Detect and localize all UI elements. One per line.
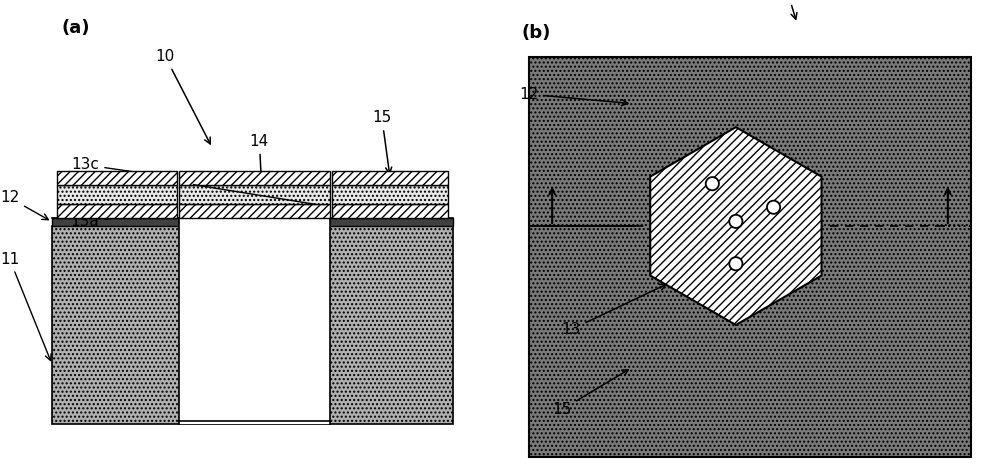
Circle shape — [767, 201, 780, 214]
Bar — [52, 226, 453, 424]
Circle shape — [729, 215, 742, 228]
Text: 11: 11 — [0, 252, 51, 360]
Bar — [332, 204, 448, 218]
Bar — [52, 218, 453, 226]
Text: 13c: 13c — [71, 157, 173, 179]
Text: 14: 14 — [250, 134, 269, 195]
Bar — [179, 218, 330, 424]
Text: 13a: 13a — [71, 209, 173, 229]
Bar — [57, 204, 177, 218]
Text: 13: 13 — [561, 284, 666, 337]
Bar — [57, 171, 177, 185]
Bar — [179, 204, 330, 218]
Text: 10: 10 — [156, 49, 210, 144]
Text: 15: 15 — [552, 370, 628, 417]
Text: 15: 15 — [372, 110, 392, 174]
Bar — [57, 185, 177, 204]
Text: 10: 10 — [778, 0, 797, 19]
Bar — [179, 185, 330, 204]
Bar — [179, 171, 330, 185]
Bar — [332, 171, 448, 185]
Text: 12: 12 — [0, 190, 48, 219]
Text: 12: 12 — [519, 87, 628, 106]
Circle shape — [706, 177, 719, 190]
Bar — [332, 185, 448, 204]
Text: (a): (a) — [62, 19, 90, 37]
Text: 13b: 13b — [70, 186, 173, 201]
Circle shape — [729, 257, 742, 270]
Polygon shape — [650, 127, 822, 325]
Bar — [529, 57, 971, 457]
Text: (b): (b) — [522, 24, 551, 41]
